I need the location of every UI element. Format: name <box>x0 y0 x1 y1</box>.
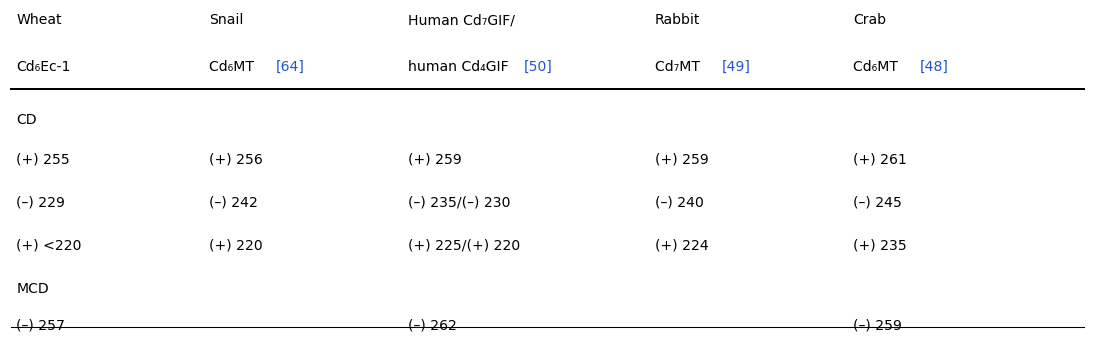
Text: Cd₆Eᴄ-1: Cd₆Eᴄ-1 <box>16 60 71 73</box>
Text: MCD: MCD <box>16 281 49 295</box>
Text: Rabbit: Rabbit <box>655 13 700 27</box>
Text: (+) 220: (+) 220 <box>209 238 263 252</box>
Text: (–) 262: (–) 262 <box>408 317 457 331</box>
Text: human Cd₄GIF: human Cd₄GIF <box>408 60 514 73</box>
Text: Cd₆MT: Cd₆MT <box>853 60 903 73</box>
Text: Wheat: Wheat <box>16 13 61 27</box>
Text: (–) 245: (–) 245 <box>853 195 902 209</box>
Text: [48]: [48] <box>920 60 948 73</box>
Text: (+) 235: (+) 235 <box>853 238 907 252</box>
Text: (+) <220: (+) <220 <box>16 238 82 252</box>
Text: (–) 235/(–) 230: (–) 235/(–) 230 <box>408 195 510 209</box>
Text: (–) 242: (–) 242 <box>209 195 258 209</box>
Text: (+) 259: (+) 259 <box>655 152 708 166</box>
Text: (–) 240: (–) 240 <box>655 195 704 209</box>
Text: [49]: [49] <box>722 60 750 73</box>
Text: (–) 257: (–) 257 <box>16 317 66 331</box>
Text: Human Cd₇GIF/: Human Cd₇GIF/ <box>408 13 515 27</box>
Text: (+) 261: (+) 261 <box>853 152 907 166</box>
Text: [50]: [50] <box>523 60 553 73</box>
Text: (+) 255: (+) 255 <box>16 152 70 166</box>
Text: (+) 256: (+) 256 <box>209 152 263 166</box>
Text: (+) 224: (+) 224 <box>655 238 708 252</box>
Text: Cd₇MT: Cd₇MT <box>655 60 704 73</box>
Text: CD: CD <box>16 112 37 126</box>
Text: Snail: Snail <box>209 13 244 27</box>
Text: Crab: Crab <box>853 13 886 27</box>
Text: [64]: [64] <box>276 60 304 73</box>
Text: (–) 229: (–) 229 <box>16 195 66 209</box>
Text: Cd₆MT: Cd₆MT <box>209 60 260 73</box>
Text: (+) 225/(+) 220: (+) 225/(+) 220 <box>408 238 520 252</box>
Text: (+) 259: (+) 259 <box>408 152 462 166</box>
Text: (–) 259: (–) 259 <box>853 317 902 331</box>
